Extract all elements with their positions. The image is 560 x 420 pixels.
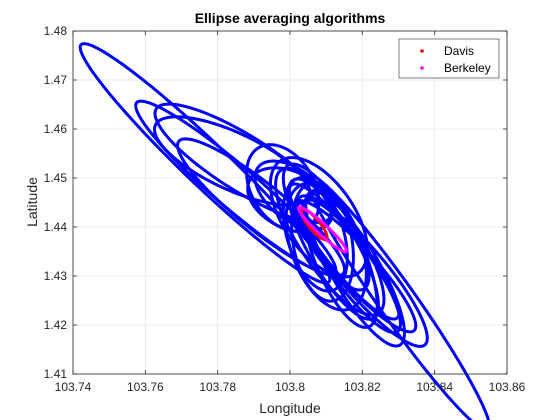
y-tick-label: 1.43 — [44, 269, 68, 283]
blue-ellipse-21 — [304, 189, 406, 348]
axis-ticks: 103.74 103.76 103.78 103.8 103.82 103.84 103.8… — [44, 24, 526, 394]
chart-title: Ellipse averaging algorithms — [195, 10, 386, 26]
legend-label-berkeley: Berkeley — [444, 61, 491, 75]
y-tick-label: 1.44 — [44, 220, 68, 234]
series-ellipse-berkeley — [296, 205, 349, 254]
blue-ellipse-10 — [268, 156, 369, 279]
ellipse-layer — [78, 42, 490, 420]
x-tick-label: 103.74 — [55, 380, 92, 394]
legend: Davis Berkeley — [398, 38, 500, 79]
x-tick-label: 103.86 — [489, 380, 526, 394]
x-tick-label: 103.8 — [275, 380, 305, 394]
y-tick-label: 1.41 — [44, 367, 68, 381]
series-ellipse-davis — [299, 208, 329, 242]
y-tick-label: 1.46 — [44, 122, 68, 136]
blue-ellipse-20 — [295, 194, 429, 348]
y-tick-label: 1.48 — [44, 24, 68, 38]
y-tick-label: 1.45 — [44, 171, 68, 185]
legend-marker-berkeley — [420, 66, 424, 70]
legend-marker-davis — [420, 49, 424, 53]
legend-label-davis: Davis — [444, 44, 474, 58]
x-tick-label: 103.76 — [127, 380, 164, 394]
x-tick-label: 103.82 — [344, 380, 381, 394]
blue-ellipse-19 — [292, 199, 418, 334]
y-axis-label: Latitude — [24, 177, 40, 227]
y-tick-label: 1.47 — [44, 73, 68, 87]
x-tick-label: 103.78 — [199, 380, 236, 394]
y-tick-label: 1.42 — [44, 318, 68, 332]
legend-box — [398, 38, 500, 79]
blue-ellipse-22 — [305, 173, 490, 420]
x-axis-label: Longitude — [259, 400, 321, 416]
x-tick-label: 103.84 — [416, 380, 453, 394]
